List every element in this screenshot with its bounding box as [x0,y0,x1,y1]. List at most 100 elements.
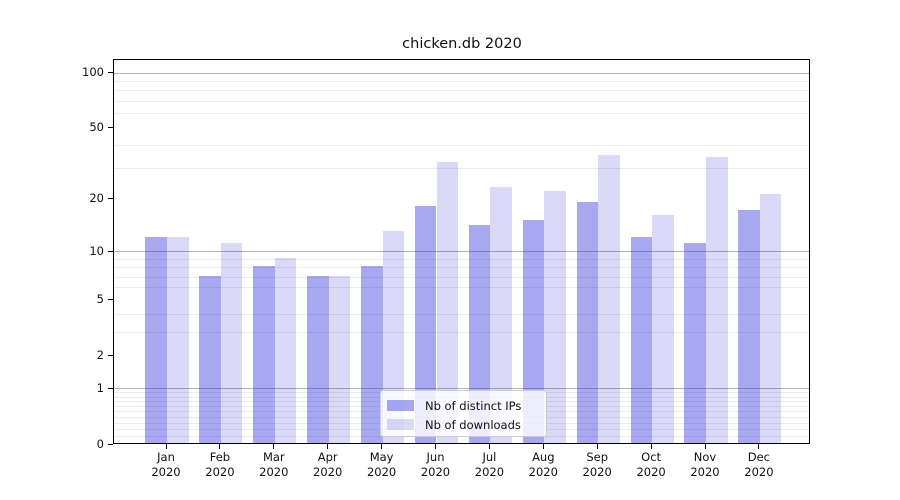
x-tick-year: 2020 [366,465,397,479]
x-tick [327,444,329,449]
bar-downloads-oct [652,214,674,443]
x-tick-year: 2020 [636,465,666,479]
bar-downloads-mar [274,257,297,443]
y-tick [108,198,113,200]
major-gridline [114,72,809,74]
minor-gridline [114,90,809,92]
bar-downloads-aug [544,190,566,443]
y-tick-label: 50 [89,120,104,134]
y-tick [108,72,113,73]
legend-entry: Nb of downloads [387,416,538,433]
legend-label: Nb of distinct IPs [425,398,522,413]
bar-distinct-ips-oct [630,236,653,443]
x-tick-year: 2020 [690,465,720,479]
bar-distinct-ips-may [361,266,383,443]
x-tick-month: Jan [157,450,175,464]
y-tick [108,299,113,301]
x-tick [435,444,436,449]
bar-downloads-apr [328,275,351,443]
x-tick [273,444,275,449]
y-tick-label: 10 [89,243,104,258]
plot-area [113,59,810,444]
y-tick-label: 2 [96,348,104,363]
x-tick [219,444,221,449]
major-gridline [114,388,809,390]
bar-downloads-nov [706,156,728,443]
x-tick [650,444,652,449]
y-tick [108,387,113,389]
minor-gridline [114,287,809,289]
minor-gridline [114,276,809,278]
bar-distinct-ips-jun [414,206,437,443]
x-tick-year: 2020 [205,465,235,479]
y-tick-label: 0 [96,436,104,451]
bar-downloads-dec [759,194,782,443]
y-tick [108,127,113,128]
minor-gridline [114,258,809,260]
y-tick [108,443,113,445]
y-tick [108,250,113,252]
x-tick-year: 2020 [151,465,181,479]
x-tick [704,444,706,449]
x-tick-month: Feb [209,450,231,464]
x-tick [542,444,544,449]
minor-gridline [114,167,809,169]
y-tick-label: 20 [89,191,104,206]
x-tick [165,444,167,449]
x-tick-month: Dec [747,450,771,464]
x-tick-month: Apr [317,450,338,464]
bar-distinct-ips-apr [307,275,329,443]
x-tick-month: Sep [586,450,609,464]
x-tick-label: May 2020 [354,450,410,480]
x-tick-label: Oct 2020 [623,450,679,480]
x-tick-month: Aug [532,450,555,464]
y-tick [108,355,113,357]
legend-entry: Nb of distinct IPs [387,397,538,414]
x-tick-year: 2020 [528,465,558,479]
x-tick [488,444,490,449]
x-tick-label: Feb 2020 [192,450,248,480]
x-tick-label: Jul 2020 [461,450,517,480]
x-tick-label: Jan 2020 [138,450,194,480]
x-tick-label: Apr 2020 [300,450,356,480]
minor-gridline [114,80,809,82]
x-tick [596,444,598,449]
bar-distinct-ips-nov [684,243,706,443]
legend: Nb of distinct IPs Nb of downloads [380,390,547,437]
major-gridline [114,251,809,252]
bar-downloads-may [382,230,405,443]
bar-downloads-jun [436,161,459,443]
x-tick-year: 2020 [259,465,289,479]
bar-distinct-ips-feb [199,275,221,443]
x-tick-year: 2020 [582,465,612,479]
x-tick-year: 2020 [420,465,451,479]
minor-gridline [114,332,809,334]
minor-gridline [114,113,809,115]
x-tick-label: Mar 2020 [246,450,302,480]
legend-label: Nb of downloads [425,417,521,432]
x-tick-label: Dec 2020 [731,450,787,480]
x-tick-month: Mar [262,450,285,464]
x-tick-month: Nov [693,450,717,464]
x-tick-month: Jul [482,450,497,464]
minor-gridline [114,100,809,102]
y-tick-label: 5 [96,292,104,307]
x-tick-year: 2020 [744,465,774,479]
legend-swatch-downloads [387,419,414,430]
x-tick-label: Nov 2020 [677,450,733,480]
x-tick-label: Sep 2020 [569,450,625,480]
x-tick-label: Aug 2020 [515,450,571,480]
bar-distinct-ips-mar [253,266,275,443]
minor-gridline [114,145,809,147]
bar-downloads-feb [220,243,243,443]
bar-downloads-sep [598,154,620,443]
x-tick [758,444,760,449]
x-tick-month: Jun [426,450,445,464]
legend-swatch-distinct-ips [387,400,414,411]
bar-distinct-ips-aug [522,219,545,443]
x-tick-label: Jun 2020 [408,450,464,480]
x-tick-year: 2020 [313,465,343,479]
y-tick-label: 100 [82,65,104,79]
bar-distinct-ips-sep [576,201,599,443]
